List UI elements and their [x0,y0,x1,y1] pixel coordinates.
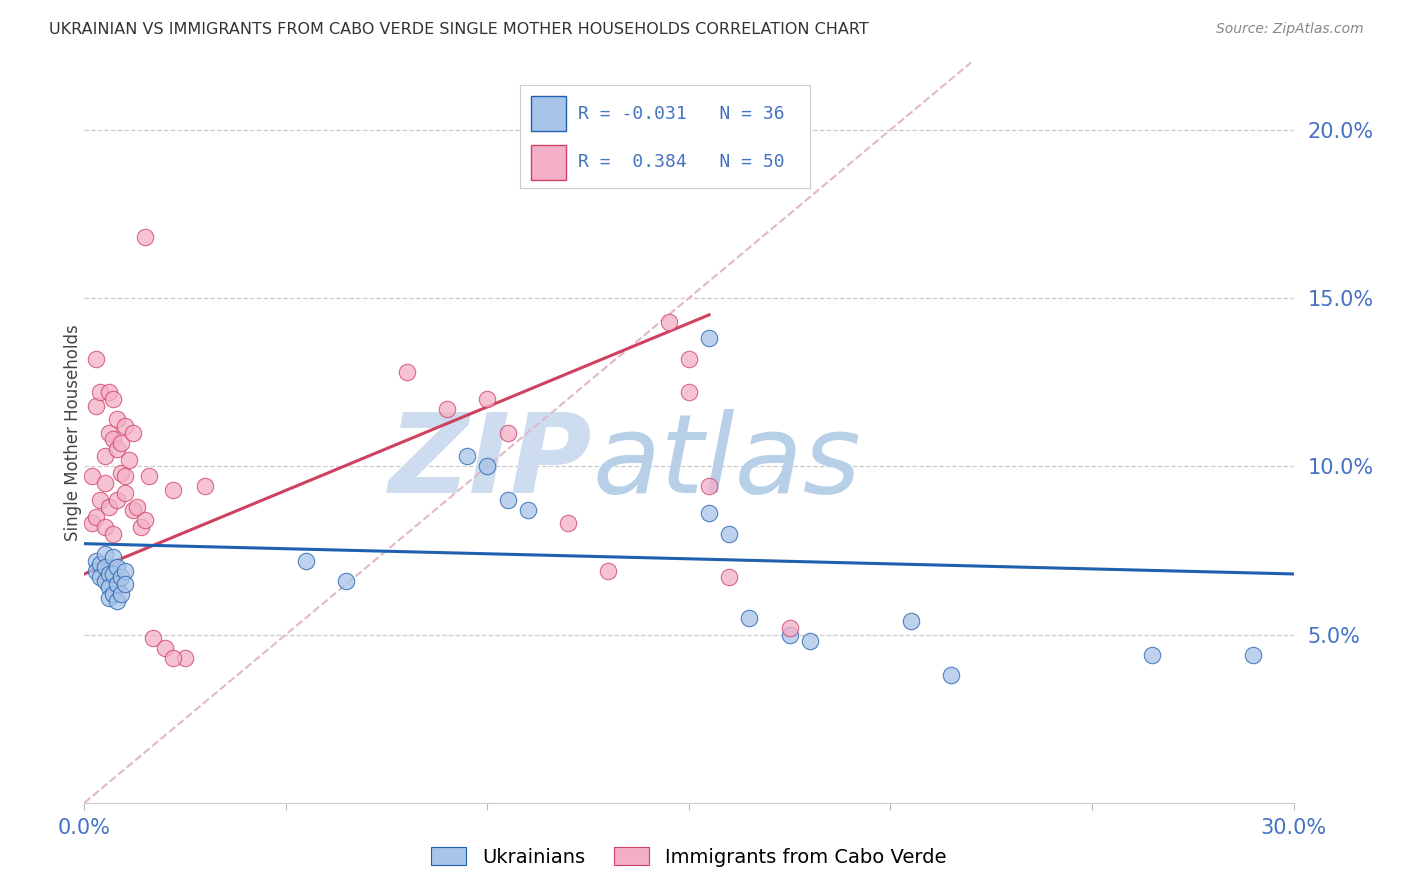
Point [105,594,128,608]
Point [97,385,120,400]
Point [93,449,115,463]
Text: Source: ZipAtlas.com: Source: ZipAtlas.com [1216,22,1364,37]
Text: atlas: atlas [592,409,860,516]
Point [101,526,124,541]
Point [89,492,111,507]
Point [496,492,519,507]
Point [799,634,821,648]
Point [436,402,458,417]
Point [101,392,124,406]
Point [1142,648,1164,662]
Point [697,479,720,493]
Point [114,564,136,578]
Point [678,351,700,366]
Point [86,351,108,366]
Point [153,640,176,655]
Text: ZIP: ZIP [388,409,592,516]
Point [89,570,111,584]
Point [86,553,108,567]
Point [395,365,418,379]
Point [86,564,108,578]
Point [134,230,156,244]
Point [697,507,720,521]
Point [89,385,111,400]
Point [105,412,128,426]
Point [162,651,184,665]
Point [557,516,579,531]
Point [97,500,120,514]
Y-axis label: Single Mother Households: Single Mother Households [65,325,82,541]
Point [114,469,136,483]
Point [598,564,620,578]
Point [718,526,741,541]
Point [121,503,143,517]
Point [134,513,156,527]
Point [118,452,141,467]
Point [105,560,128,574]
Text: UKRAINIAN VS IMMIGRANTS FROM CABO VERDE SINGLE MOTHER HOUSEHOLDS CORRELATION CHA: UKRAINIAN VS IMMIGRANTS FROM CABO VERDE … [49,22,869,37]
Point [93,520,115,534]
Point [93,574,115,588]
Point [97,566,120,581]
Point [101,566,124,581]
Point [82,469,104,483]
Point [1241,648,1264,662]
Point [477,392,499,406]
Point [110,570,132,584]
Point [105,492,128,507]
Point [93,547,115,561]
Point [114,577,136,591]
Point [162,483,184,497]
Point [114,418,136,433]
Point [101,550,124,565]
Point [658,315,681,329]
Point [477,459,499,474]
Point [86,509,108,524]
Point [697,331,720,345]
Point [456,449,478,463]
Point [110,587,132,601]
Point [97,425,120,440]
Point [779,627,801,641]
Point [939,668,962,682]
Point [97,591,120,605]
Point [97,581,120,595]
Point [335,574,357,588]
Point [82,516,104,531]
Point [738,610,761,624]
Legend: Ukrainians, Immigrants from Cabo Verde: Ukrainians, Immigrants from Cabo Verde [423,839,955,874]
Point [779,621,801,635]
Point [295,553,318,567]
Point [101,587,124,601]
Point [101,433,124,447]
Point [114,486,136,500]
Point [93,560,115,574]
Point [105,577,128,591]
Point [93,476,115,491]
Point [718,570,741,584]
Point [89,557,111,571]
Point [496,425,519,440]
Point [516,503,538,517]
Point [138,469,160,483]
Point [86,399,108,413]
Point [121,425,143,440]
Point [129,520,152,534]
Point [125,500,148,514]
Point [900,614,922,628]
Point [174,651,197,665]
Point [105,442,128,457]
Point [110,435,132,450]
Point [194,479,217,493]
Point [142,631,165,645]
Point [678,385,700,400]
Point [110,466,132,480]
